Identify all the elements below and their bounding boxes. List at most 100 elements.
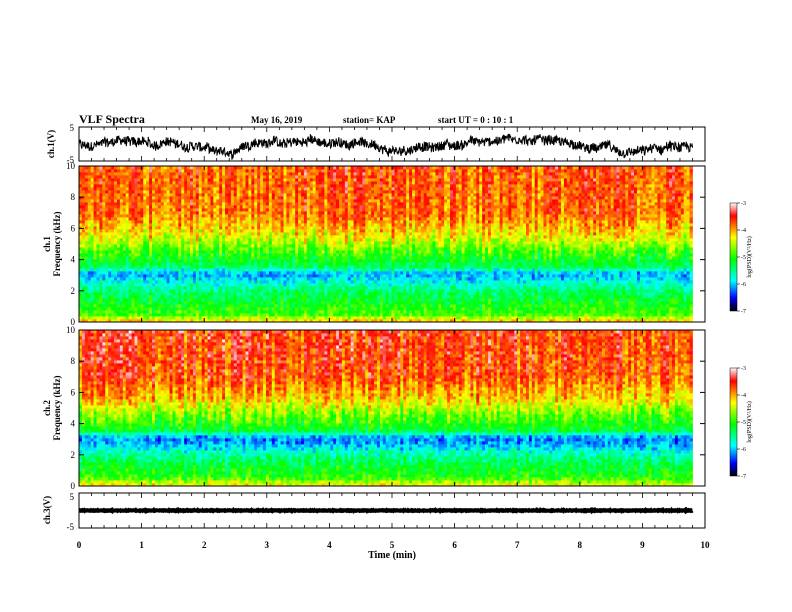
spectrogram-cell xyxy=(184,217,188,221)
spectrogram-cell xyxy=(125,280,130,284)
spectrogram-cell xyxy=(178,259,182,263)
spectrogram-cell xyxy=(318,310,322,314)
spectrogram-cell xyxy=(175,298,179,302)
spectrogram-cell xyxy=(90,223,95,227)
spectrogram-cell xyxy=(102,301,106,305)
spectrogram-cell xyxy=(99,310,103,314)
spectrogram-cell xyxy=(219,310,223,314)
spectrogram-cell xyxy=(99,172,103,176)
spectrogram-cell xyxy=(245,190,249,194)
spectrogram-cell xyxy=(166,172,170,176)
spectrogram-cell xyxy=(163,217,168,221)
spectrogram-cell xyxy=(295,187,299,191)
spectrogram-cell xyxy=(84,301,89,305)
spectrogram-cell xyxy=(286,169,290,173)
spectrogram-cell xyxy=(257,175,261,179)
spectrogram-cell xyxy=(210,277,214,281)
spectrogram-cell xyxy=(277,241,281,245)
spectrogram-cell xyxy=(105,316,109,320)
spectrogram-cell xyxy=(122,283,127,287)
spectrogram-cell xyxy=(306,202,311,206)
spectrogram-cell xyxy=(198,205,203,209)
spectrogram-cell xyxy=(306,238,311,242)
spectrogram-cell xyxy=(198,217,203,221)
spectrogram-cell xyxy=(353,172,357,176)
spectrogram-cell xyxy=(251,169,255,173)
spectrogram-cell xyxy=(134,313,138,317)
spectrogram-cell xyxy=(169,319,173,323)
spectrogram-cell xyxy=(283,217,287,221)
spectrogram-cell xyxy=(128,193,132,197)
spectrogram-cell xyxy=(96,319,100,323)
spectrogram-cell xyxy=(309,313,314,317)
spectrogram-cell xyxy=(254,283,258,287)
spectrogram-cell xyxy=(336,304,340,308)
spectrogram-cell xyxy=(219,307,223,311)
spectrogram-cell xyxy=(102,205,106,209)
spectrogram-cell xyxy=(116,313,121,317)
spectrogram-cell xyxy=(315,244,319,248)
spectrogram-cell xyxy=(298,235,302,239)
spectrogram-cell xyxy=(195,223,200,227)
spectrogram-cell xyxy=(137,214,141,218)
spectrogram-cell xyxy=(333,226,337,230)
spectrogram-cell xyxy=(225,250,229,254)
spectrogram-cell xyxy=(330,247,334,251)
spectrogram-cell xyxy=(303,259,308,263)
spectrogram-cell xyxy=(280,166,284,170)
spectrogram-cell xyxy=(143,217,147,221)
spectrogram-cell xyxy=(198,295,203,299)
spectrogram-cell xyxy=(201,217,206,221)
spectrogram-cell xyxy=(306,283,311,287)
spectrogram-cell xyxy=(333,286,337,290)
spectrogram-cell xyxy=(90,295,95,299)
spectrogram-cell xyxy=(178,214,182,218)
spectrogram-cell xyxy=(350,274,354,278)
spectrogram-cell xyxy=(306,214,311,218)
spectrogram-cell xyxy=(239,250,243,254)
spectrogram-cell xyxy=(216,277,220,281)
spectrogram-cell xyxy=(96,307,100,311)
spectrogram-cell xyxy=(268,310,273,314)
spectrogram-cell xyxy=(190,265,194,269)
spectrogram-cell xyxy=(169,181,173,185)
spectrogram-cell xyxy=(268,214,273,218)
spectrogram-cell xyxy=(178,268,182,272)
spectrogram-cell xyxy=(260,304,264,308)
spectrogram-cell xyxy=(181,277,185,281)
spectrogram-cell xyxy=(213,244,217,248)
spectrogram-cell xyxy=(219,280,223,284)
spectrogram-cell xyxy=(108,178,112,182)
spectrogram-cell xyxy=(140,178,144,182)
spectrogram-cell xyxy=(166,199,170,203)
spectrogram-cell xyxy=(274,286,279,290)
spectrogram-cell xyxy=(248,178,252,182)
spectrogram-cell xyxy=(114,172,118,176)
spectrogram-cell xyxy=(222,196,226,200)
spectrogram-cell xyxy=(160,301,165,305)
spectrogram-cell xyxy=(306,256,311,260)
spectrogram-cell xyxy=(216,301,220,305)
spectrogram-cell xyxy=(222,256,226,260)
spectrogram-cell xyxy=(327,256,331,260)
spectrogram-cell xyxy=(312,229,317,233)
spectrogram-cell xyxy=(347,253,352,257)
spectrogram-cell xyxy=(146,175,150,179)
spectrogram-cell xyxy=(339,181,343,185)
spectrogram-cell xyxy=(190,208,194,212)
spectrogram-cell xyxy=(225,304,229,308)
spectrogram-cell xyxy=(207,217,211,221)
spectrogram-cell xyxy=(245,181,249,185)
spectrogram-cell xyxy=(341,169,346,173)
spectrogram-cell xyxy=(245,301,249,305)
spectrogram-cell xyxy=(350,313,354,317)
spectrogram-cell xyxy=(190,307,194,311)
spectrogram-cell xyxy=(230,256,235,260)
spectrogram-cell xyxy=(257,310,261,314)
spectrogram-cell xyxy=(274,298,279,302)
spectrogram-cell xyxy=(190,214,194,218)
spectrogram-cell xyxy=(87,202,92,206)
spectrogram-cell xyxy=(318,181,322,185)
spectrogram-cell xyxy=(216,262,220,266)
spectrogram-cell xyxy=(251,235,255,239)
